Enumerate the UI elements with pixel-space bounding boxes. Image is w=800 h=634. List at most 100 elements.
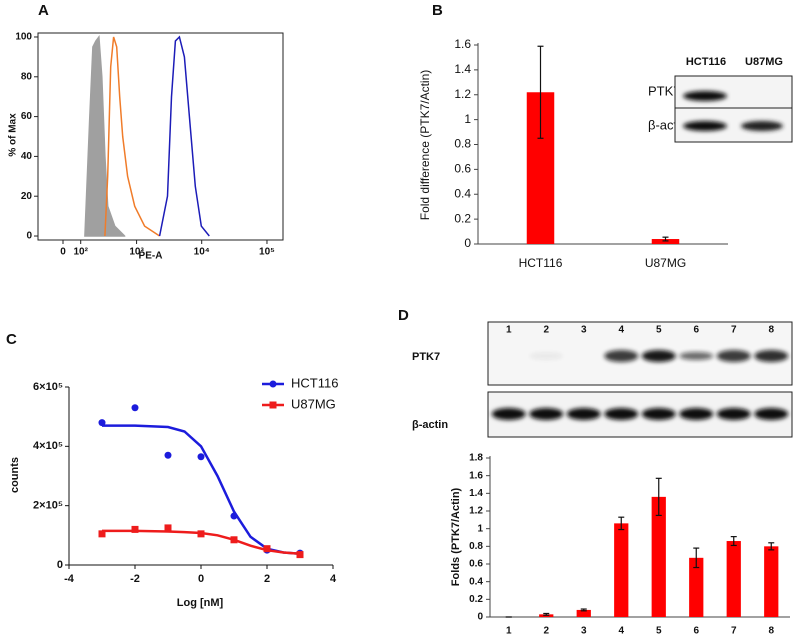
lane-label: 7 bbox=[731, 325, 737, 336]
blot-band bbox=[604, 408, 639, 420]
y-tick-label: 1.8 bbox=[469, 453, 483, 464]
histogram-line bbox=[104, 36, 161, 237]
blot-band bbox=[679, 408, 714, 420]
blot-band bbox=[754, 408, 789, 420]
histogram-area bbox=[84, 34, 126, 237]
x-tick-label: 5 bbox=[656, 626, 662, 634]
marker bbox=[98, 419, 106, 427]
marker bbox=[269, 401, 277, 409]
blot-band bbox=[679, 352, 714, 360]
panel-label: C bbox=[6, 331, 17, 348]
bar bbox=[651, 239, 680, 244]
y-tick-label: 1.6 bbox=[454, 37, 471, 51]
lane-label: 4 bbox=[618, 325, 624, 336]
x-tick-label: 0 bbox=[198, 573, 204, 585]
marker bbox=[164, 451, 172, 459]
lane-label: 1 bbox=[506, 325, 512, 336]
marker bbox=[296, 551, 304, 559]
marker bbox=[269, 380, 277, 388]
x-tick-label: 10³ bbox=[129, 247, 144, 258]
y-tick-label: 20 bbox=[21, 191, 33, 202]
blot-band bbox=[491, 408, 526, 420]
x-tick-label: 2 bbox=[543, 626, 549, 634]
panel-label: B bbox=[432, 2, 443, 19]
x-tick-label: U87MG bbox=[645, 256, 686, 270]
y-tick-label: 40 bbox=[21, 151, 33, 162]
x-tick-label: 10⁵ bbox=[259, 247, 275, 258]
marker bbox=[197, 453, 205, 461]
y-tick-label: 100 bbox=[15, 32, 32, 43]
y-tick-label: 1.4 bbox=[454, 62, 471, 76]
blot-band bbox=[529, 352, 564, 360]
y-tick-label: 0 bbox=[477, 612, 483, 623]
bar bbox=[576, 609, 591, 617]
panel-label: D bbox=[398, 307, 409, 324]
y-axis-label: Fold difference (PTK7/Actin) bbox=[418, 70, 432, 221]
bar bbox=[726, 541, 741, 617]
blot-band bbox=[716, 408, 751, 420]
y-tick-label: 0.4 bbox=[469, 576, 483, 587]
marker bbox=[131, 404, 139, 412]
x-tick-label: 10⁴ bbox=[194, 247, 210, 258]
marker bbox=[164, 524, 172, 532]
bar bbox=[689, 557, 704, 617]
x-tick-label: 10² bbox=[73, 247, 88, 258]
bar bbox=[651, 496, 666, 617]
y-tick-label: 0.4 bbox=[454, 186, 471, 200]
blot-band bbox=[529, 408, 564, 420]
y-tick-label: 0 bbox=[57, 559, 63, 571]
blot-band bbox=[641, 408, 676, 420]
legend-label: U87MG bbox=[291, 396, 336, 411]
bar bbox=[764, 546, 779, 617]
marker bbox=[131, 525, 139, 533]
panel-label: A bbox=[38, 2, 49, 19]
inset-row-label: PTK7 bbox=[648, 83, 681, 98]
y-tick-label: 1.2 bbox=[469, 506, 483, 517]
blot-band bbox=[754, 350, 789, 362]
lane-label: 3 bbox=[581, 325, 587, 336]
x-tick-label: 4 bbox=[330, 573, 337, 585]
x-tick-label: 1 bbox=[506, 626, 512, 634]
y-tick-label: 6×10⁵ bbox=[33, 381, 63, 393]
y-tick-label: 1.6 bbox=[469, 470, 483, 481]
y-tick-label: 0.8 bbox=[469, 541, 483, 552]
x-tick-label: 4 bbox=[618, 626, 624, 634]
y-tick-label: 0.2 bbox=[454, 211, 471, 225]
blot-band bbox=[683, 121, 727, 131]
y-tick-label: 0.2 bbox=[469, 594, 483, 605]
y-tick-label: 0 bbox=[26, 231, 32, 242]
blot-band bbox=[604, 350, 639, 362]
blot-band bbox=[641, 350, 676, 362]
x-axis-label: Log [nM] bbox=[177, 597, 224, 609]
x-tick-label: 2 bbox=[264, 573, 270, 585]
x-tick-label: 0 bbox=[60, 247, 66, 258]
y-tick-label: 1.4 bbox=[469, 488, 483, 499]
blot-band bbox=[716, 350, 751, 362]
y-tick-label: 1 bbox=[464, 112, 471, 126]
inset-column-label: HCT116 bbox=[686, 56, 726, 68]
y-tick-label: 0.6 bbox=[454, 162, 471, 176]
lane-label: 2 bbox=[543, 325, 549, 336]
x-tick-label: -4 bbox=[64, 573, 75, 585]
y-tick-label: 0.6 bbox=[469, 559, 483, 570]
x-axis-label: PE-A bbox=[139, 251, 163, 262]
y-tick-label: 2×10⁵ bbox=[33, 500, 63, 512]
y-axis-label: counts bbox=[9, 457, 21, 493]
x-tick-label: 7 bbox=[731, 626, 737, 634]
inset-column-label: U87MG bbox=[745, 56, 783, 68]
legend-label: HCT116 bbox=[291, 375, 338, 390]
y-tick-label: 0 bbox=[464, 236, 471, 250]
marker bbox=[263, 545, 271, 553]
marker bbox=[230, 512, 238, 520]
lane-label: 6 bbox=[693, 325, 699, 336]
marker bbox=[230, 536, 238, 544]
y-tick-label: 60 bbox=[21, 111, 33, 122]
blot-band bbox=[683, 91, 727, 101]
blot-row-label: PTK7 bbox=[412, 351, 440, 363]
bar bbox=[614, 523, 629, 617]
x-tick-label: HCT116 bbox=[519, 256, 563, 270]
x-tick-label: 6 bbox=[693, 626, 699, 634]
blot-row-label: β-actin bbox=[412, 419, 448, 431]
y-tick-label: 1.2 bbox=[454, 87, 471, 101]
